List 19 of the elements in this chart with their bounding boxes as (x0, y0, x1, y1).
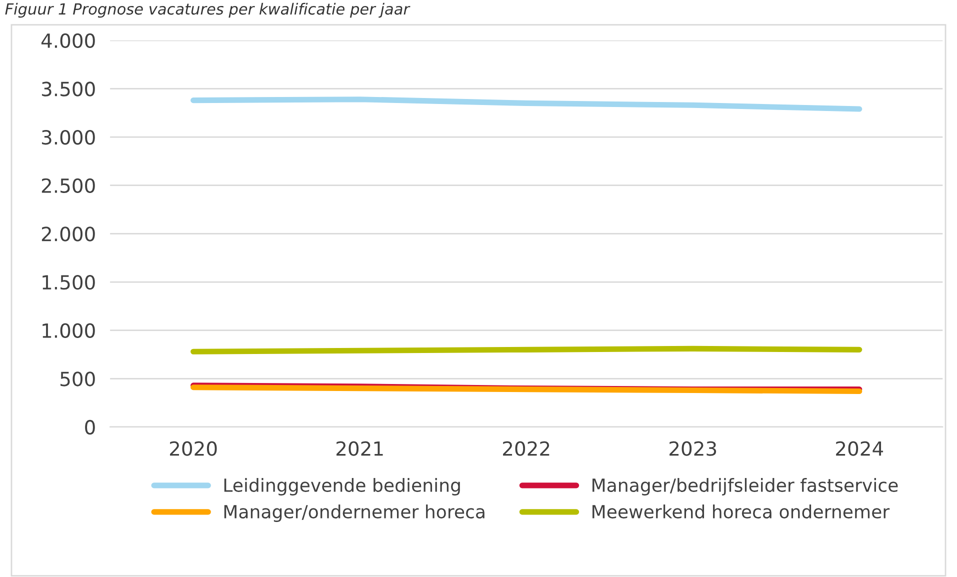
legend-label: Manager/bedrijfsleider fastservice (592, 478, 898, 496)
y-tick-label: 500 (60, 372, 95, 386)
x-tick-label: 2023 (670, 441, 716, 456)
y-tick-label: 3.000 (42, 130, 95, 145)
x-tick-label: 2024 (836, 441, 884, 456)
x-tick-label: 2021 (336, 441, 383, 456)
legend-label: Leidinggevende bediening (224, 478, 460, 496)
y-tick-label: 0 (85, 420, 95, 435)
y-tick-label: 1.500 (42, 274, 95, 290)
y-tick-label: 1.000 (42, 323, 95, 338)
y-tick-label: 2.000 (42, 226, 95, 242)
legend-label: Meewerkend horeca ondernemer (592, 504, 890, 518)
y-tick-label: 3.500 (42, 82, 95, 96)
legend-label: Manager/ondernemer horeca (224, 504, 484, 522)
x-tick-label: 2022 (503, 441, 550, 456)
y-tick-label: 4.000 (41, 33, 95, 48)
x-tick-label: 2020 (170, 441, 217, 456)
y-tick-label: 2.500 (42, 178, 95, 194)
chart-title: Figuur 1 Prognose vacatures per kwalificatie per jaar (5, 2, 410, 18)
